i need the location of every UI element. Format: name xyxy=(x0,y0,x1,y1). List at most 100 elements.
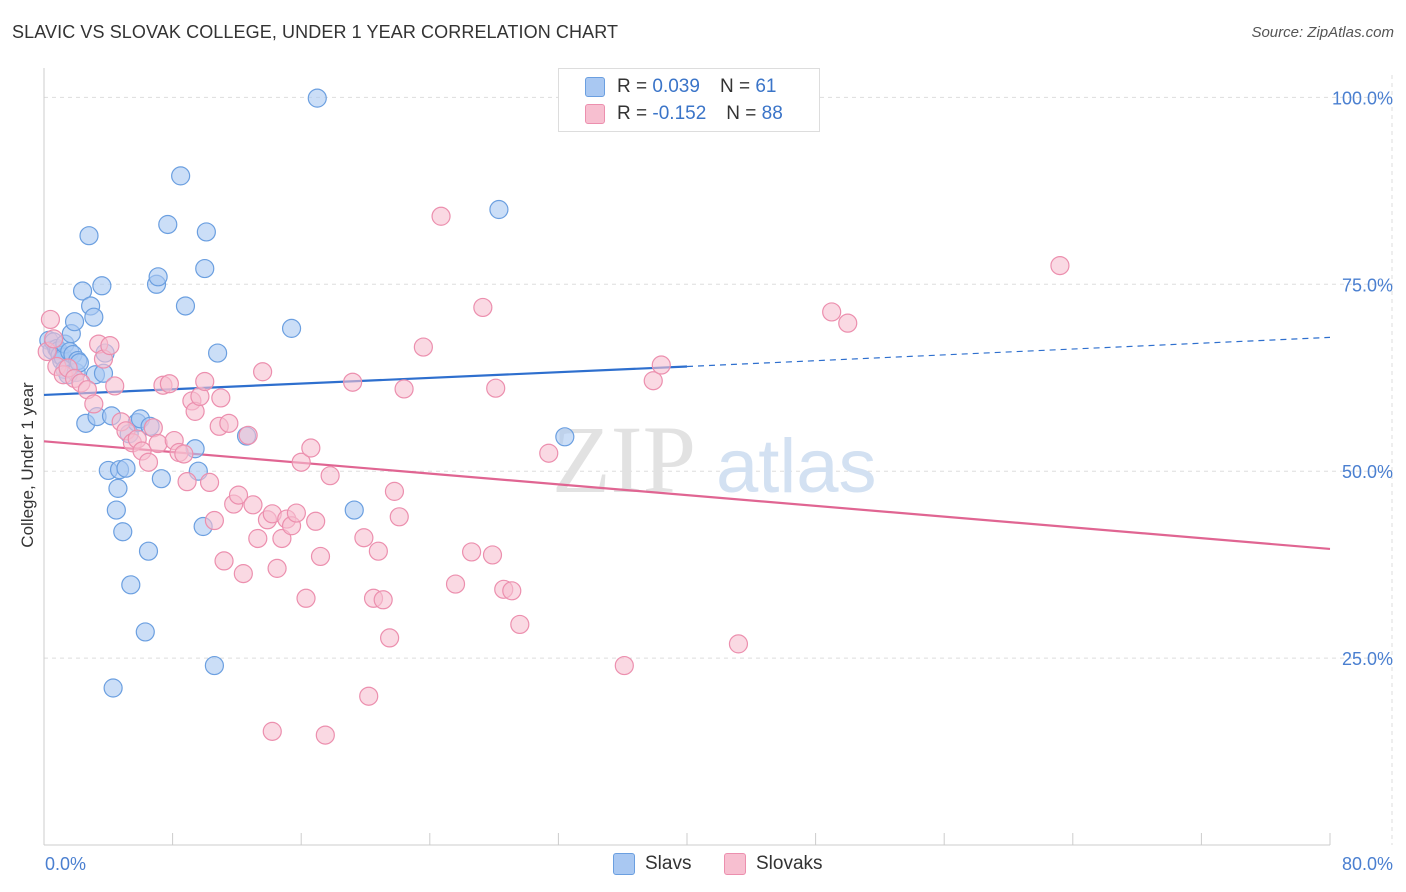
slavs-point xyxy=(138,541,159,561)
slovaks-point xyxy=(354,528,374,548)
slovaks-point xyxy=(262,721,282,741)
slovaks-point xyxy=(301,438,321,458)
slovaks-point xyxy=(359,686,379,706)
slovaks-point xyxy=(195,371,215,392)
slovaks-point xyxy=(138,452,159,472)
slovaks-point xyxy=(243,495,263,515)
y-tick-label: 75.0% xyxy=(1342,275,1393,295)
slovaks-point xyxy=(394,379,414,399)
bottom-slavs-label: Slavs xyxy=(645,853,692,874)
slovaks-point xyxy=(838,313,858,333)
slavs-r-label: R = xyxy=(617,76,648,97)
slovaks-point xyxy=(373,590,393,610)
slovaks-r-value: -0.152 xyxy=(652,103,707,124)
grid-lines xyxy=(44,75,1393,845)
watermark-atlas-text: atlas xyxy=(716,424,877,509)
bottom-slovaks-swatch xyxy=(724,853,746,875)
slovaks-point xyxy=(272,528,292,549)
slovaks-point xyxy=(248,528,268,549)
legend-row-slovaks: R = -0.152 N = 88 xyxy=(585,102,783,126)
slavs-n-value: 61 xyxy=(755,76,777,97)
slavs-point xyxy=(121,575,141,595)
slavs-point xyxy=(208,343,228,363)
trend-lines xyxy=(43,336,1331,551)
legend-box: R = 0.039 N = 61 R = -0.152 N = 88 xyxy=(558,68,820,132)
slovaks-point xyxy=(728,634,749,654)
x-tick-label: 0.0% xyxy=(45,854,86,874)
slovaks-point xyxy=(384,481,405,501)
slovaks-point xyxy=(502,581,522,601)
slovaks-point xyxy=(286,503,306,523)
slavs-point xyxy=(92,276,112,296)
slovaks-point xyxy=(510,614,530,635)
slovaks-point xyxy=(219,413,239,433)
slavs-swatch xyxy=(585,77,605,97)
watermark-zip-text: ZIP xyxy=(552,406,696,513)
slovaks-point xyxy=(643,371,663,391)
slovaks-point xyxy=(100,335,120,356)
x-tick-label: 80.0% xyxy=(1342,854,1393,874)
zipatlas-watermark: ZIP atlas xyxy=(552,406,877,513)
slovaks-point xyxy=(431,206,451,226)
slavs-point xyxy=(106,500,126,520)
slovaks-point xyxy=(445,574,466,594)
slovaks-point xyxy=(310,546,331,567)
slovaks-n-value: 88 xyxy=(761,103,783,124)
slovaks-point xyxy=(105,376,125,396)
slavs-point xyxy=(489,199,509,220)
slavs-point xyxy=(64,312,85,332)
y-axis-label: College, Under 1 year xyxy=(18,382,37,548)
slovaks-point xyxy=(614,655,634,676)
slovaks-point xyxy=(159,374,179,394)
slovaks-point xyxy=(40,309,61,330)
slovaks-point xyxy=(539,443,559,463)
slavs-point xyxy=(113,522,133,542)
slovaks-point xyxy=(148,433,168,454)
slavs-point xyxy=(158,214,178,235)
slavs-point xyxy=(72,281,93,301)
slovaks-point xyxy=(238,425,258,445)
slavs-r-value: 0.039 xyxy=(652,76,700,97)
y-tick-label: 100.0% xyxy=(1332,88,1393,108)
axes xyxy=(43,68,1331,846)
slavs-point xyxy=(195,258,215,279)
slavs-point xyxy=(116,458,136,478)
slavs-point xyxy=(79,226,99,246)
slavs-n-label: N = xyxy=(719,76,751,97)
slovaks-point xyxy=(413,337,433,357)
data-points xyxy=(37,88,1070,745)
slovaks-point xyxy=(204,510,224,531)
legend-row-slavs: R = 0.039 N = 61 xyxy=(585,75,776,99)
slovaks-point xyxy=(253,362,273,382)
slovaks-point xyxy=(267,558,287,578)
slovaks-point xyxy=(343,372,363,392)
slavs-point xyxy=(555,427,575,447)
slavs-point xyxy=(108,478,128,498)
bottom-slovaks-label: Slovaks xyxy=(756,853,823,874)
slovaks-point xyxy=(822,302,842,322)
slavs-point xyxy=(135,622,155,642)
slovaks-point xyxy=(1050,255,1070,276)
slovaks-point xyxy=(84,394,104,414)
tick-labels: 25.0% 50.0% 75.0% 100.0% 0.0% 80.0% xyxy=(45,88,1393,874)
slovaks-point xyxy=(228,485,249,505)
slovaks-point xyxy=(174,444,194,464)
slavs-point xyxy=(281,318,302,338)
slavs-point xyxy=(151,469,171,489)
slavs-point xyxy=(103,678,123,698)
slovaks-point xyxy=(320,466,340,486)
slovaks-point xyxy=(177,472,197,492)
slovaks-point xyxy=(651,355,671,375)
slavs-point xyxy=(204,655,224,676)
slavs-point xyxy=(196,222,216,242)
slavs-trend-line xyxy=(43,365,688,397)
bottom-legend-slovaks: Slovaks xyxy=(724,852,823,876)
bottom-legend-slavs: Slavs xyxy=(613,852,691,876)
slovaks-point xyxy=(315,725,335,745)
slavs-point xyxy=(84,307,104,327)
slovaks-point xyxy=(199,472,220,493)
slovaks-point xyxy=(306,511,326,531)
source-label: Source: ZipAtlas.com xyxy=(1251,24,1394,41)
y-tick-label: 50.0% xyxy=(1342,462,1393,482)
